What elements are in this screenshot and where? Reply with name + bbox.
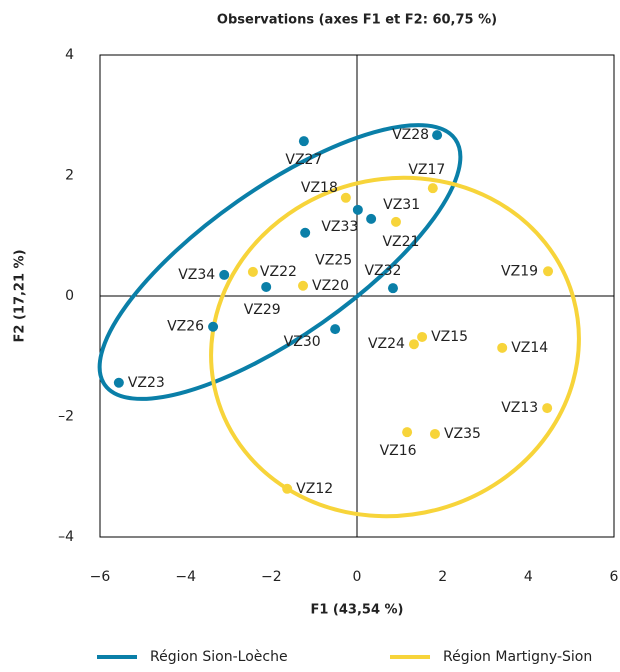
point-label: VZ20 <box>312 278 349 294</box>
point <box>417 331 428 342</box>
point <box>113 377 124 388</box>
chart-title: Observations (axes F1 et F2: 60,75 %) <box>217 13 497 28</box>
point <box>366 213 377 224</box>
y-tick-label: 0 <box>65 288 74 304</box>
point-label: VZ26 <box>167 319 204 335</box>
point-label: VZ16 <box>380 443 417 459</box>
point-label: VZ31 <box>383 197 420 213</box>
point-label: VZ17 <box>408 162 445 178</box>
point-label: VZ28 <box>392 127 429 143</box>
point <box>261 281 272 292</box>
y-tick-label: 2 <box>65 168 74 184</box>
legend-label: Région Martigny-Sion <box>443 649 592 665</box>
y-axis-label: F2 (17,21 %) <box>13 249 28 342</box>
x-tick-label: 4 <box>524 569 533 585</box>
point-label: VZ22 <box>260 264 297 280</box>
point <box>330 324 341 335</box>
point <box>300 227 311 238</box>
point <box>219 269 230 280</box>
point-label: VZ18 <box>301 180 338 196</box>
point <box>352 204 363 215</box>
x-tick-label: 2 <box>438 569 447 585</box>
point <box>387 283 398 294</box>
x-tick-label: −6 <box>90 569 111 585</box>
point-label: VZ32 <box>364 263 401 279</box>
point-label: VZ21 <box>382 234 419 250</box>
x-tick-label: 6 <box>610 569 619 585</box>
point-label: VZ24 <box>368 336 405 352</box>
x-tick-label: 0 <box>353 569 362 585</box>
x-axis-label: F1 (43,54 %) <box>310 603 403 618</box>
point <box>542 403 553 414</box>
point <box>247 266 258 277</box>
y-tick-label: 4 <box>65 47 74 63</box>
region-ellipse <box>97 123 463 401</box>
point-label: VZ12 <box>296 481 333 497</box>
point <box>340 192 351 203</box>
point-label: VZ25 <box>315 253 352 269</box>
legend-label: Région Sion-Loèche <box>150 649 288 665</box>
point-label: VZ15 <box>431 329 468 345</box>
point <box>543 266 554 277</box>
point <box>432 130 443 141</box>
point <box>298 136 309 147</box>
point-label: VZ23 <box>128 375 165 391</box>
point-label: VZ13 <box>501 400 538 416</box>
y-tick-label: –2 <box>58 409 74 425</box>
point <box>427 183 438 194</box>
point-label: VZ33 <box>321 219 358 235</box>
x-tick-label: −2 <box>261 569 282 585</box>
point <box>390 216 401 227</box>
point <box>282 483 293 494</box>
y-tick-label: –4 <box>58 529 74 545</box>
point <box>497 342 508 353</box>
point-label: VZ30 <box>284 334 321 350</box>
point <box>208 321 219 332</box>
point-label: VZ19 <box>501 263 538 279</box>
point <box>429 428 440 439</box>
point <box>298 280 309 291</box>
point-label: VZ34 <box>178 267 215 283</box>
point-label: VZ35 <box>444 426 481 442</box>
point-label: VZ27 <box>285 152 322 168</box>
region-ellipse <box>209 175 581 519</box>
point-label: VZ29 <box>244 302 281 318</box>
x-tick-label: −4 <box>175 569 196 585</box>
point <box>408 339 419 350</box>
point-label: VZ14 <box>511 340 548 356</box>
point <box>402 427 413 438</box>
